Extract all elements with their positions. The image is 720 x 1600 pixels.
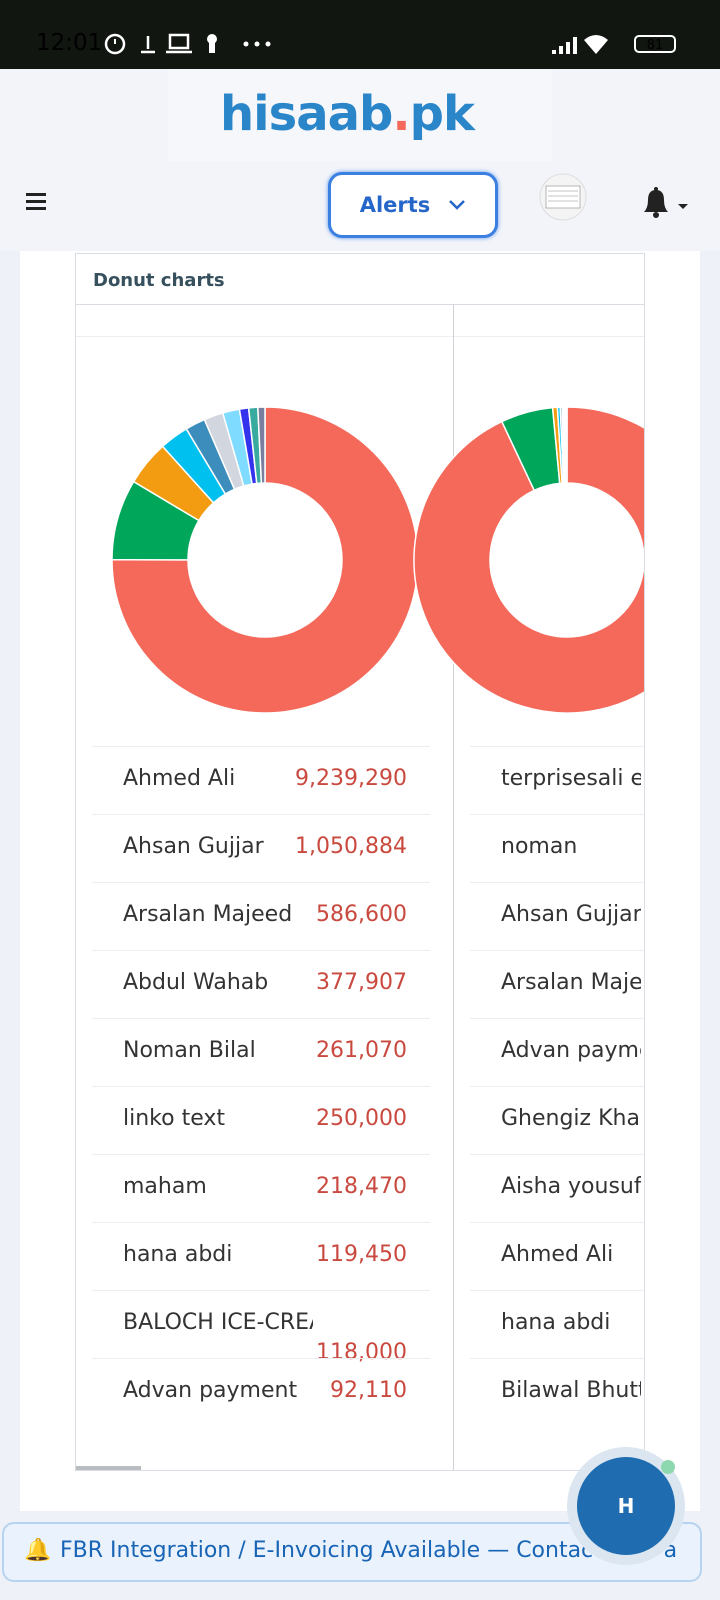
legend-name: maham <box>123 1174 207 1199</box>
alerts-label: Alerts <box>359 193 431 217</box>
signal-wifi <box>552 35 608 54</box>
legend-name: Noman Bilal <box>123 1038 256 1063</box>
row-separator <box>92 1086 430 1087</box>
legend-value: 377,907 <box>316 970 407 995</box>
row-separator <box>470 1358 644 1359</box>
legend-name: terprisesali er <box>501 766 641 791</box>
battery: 81 <box>634 35 676 53</box>
logo-text: pk <box>409 86 475 142</box>
avatar[interactable] <box>538 172 588 222</box>
chat-label: H <box>617 1494 635 1518</box>
banner-text: FBR Integration / E-Invoicing Available … <box>60 1538 678 1563</box>
legend-name: Ahsan Gujjar <box>123 834 264 859</box>
donut-slice <box>257 406 266 484</box>
donut-slice <box>413 406 644 714</box>
notifications-button[interactable] <box>640 186 696 222</box>
row-separator <box>92 1290 430 1291</box>
chat-button[interactable]: H <box>577 1457 675 1555</box>
logo[interactable]: hisaab.pk <box>220 86 475 142</box>
legend-value: 118,000 <box>316 1340 407 1365</box>
row-separator <box>92 1222 430 1223</box>
row-separator <box>470 746 644 747</box>
legend-name: linko text <box>123 1106 225 1131</box>
legend-name: Bilawal Bhutt <box>501 1378 641 1403</box>
legend-value: 250,000 <box>316 1106 407 1131</box>
chevron <box>449 200 466 210</box>
legend-name: Aisha yousuf <box>501 1174 641 1199</box>
bell-icon: 🔔 <box>24 1538 52 1563</box>
legend-name: Arsalan Majeed <box>123 902 293 927</box>
legend-name: Ahmed Ali <box>123 766 236 791</box>
donut-charts <box>111 406 644 714</box>
legend-value: 218,470 <box>316 1174 407 1199</box>
legend-name: noman <box>501 834 578 859</box>
column-divider <box>453 304 454 1470</box>
legend-name: Ahsan Gujjar <box>501 902 641 927</box>
chart-panel: Ahmed Ali 9,239,290 Ahsan Gujjar 1,050,884 A… <box>75 253 645 1471</box>
legend-value: 261,070 <box>316 1038 407 1063</box>
legend-name: Advan payme <box>501 1038 641 1063</box>
row-separator <box>470 882 644 883</box>
row-separator <box>470 950 644 951</box>
legend-name: Advan payment <box>123 1378 298 1403</box>
donut-slice <box>111 406 419 714</box>
row-separator <box>470 1018 644 1019</box>
row-separator <box>470 1154 644 1155</box>
legend-name: Ghengiz Khar <box>501 1106 641 1131</box>
legend-value: 92,110 <box>330 1378 407 1403</box>
status-icons <box>104 33 271 55</box>
legend-name: Arsalan Maje <box>501 970 641 995</box>
legend-name: Ahmed Ali <box>501 1242 614 1267</box>
legend-value: 1,050,884 <box>295 834 407 859</box>
alerts-dropdown[interactable]: Alerts <box>328 172 498 238</box>
clock: 12:01 <box>36 30 103 56</box>
divider <box>76 304 644 305</box>
row-separator <box>470 814 644 815</box>
row-separator <box>92 746 430 747</box>
status-bar <box>0 0 720 69</box>
scrollbar[interactable] <box>76 1466 141 1470</box>
legend-name: hana abdi <box>501 1310 611 1335</box>
row-separator <box>470 1222 644 1223</box>
online-dot <box>661 1460 675 1474</box>
row-separator <box>92 814 430 815</box>
row-separator <box>92 882 430 883</box>
card-title: Donut charts <box>93 270 225 291</box>
row-separator <box>470 1290 644 1291</box>
row-separator <box>470 1086 644 1087</box>
legend-lists: Ahmed Ali 9,239,290 Ahsan Gujjar 1,050,884 A… <box>76 254 644 1470</box>
divider <box>76 336 644 337</box>
legend-name: BALOCH ICE-CREAM <box>123 1310 313 1335</box>
logo-dot: . <box>392 86 410 142</box>
legend-value: 119,450 <box>316 1242 407 1267</box>
row-separator <box>92 1154 430 1155</box>
menu-button[interactable] <box>26 192 48 212</box>
legend-value: 9,239,290 <box>295 766 407 791</box>
logo-text: hisaab <box>220 86 393 142</box>
legend-name: Abdul Wahab <box>123 970 269 995</box>
legend-value: 586,600 <box>316 902 407 927</box>
row-separator <box>92 1358 430 1359</box>
legend-name: hana abdi <box>123 1242 233 1267</box>
logo-area <box>168 69 552 161</box>
row-separator <box>92 1018 430 1019</box>
row-separator <box>92 950 430 951</box>
